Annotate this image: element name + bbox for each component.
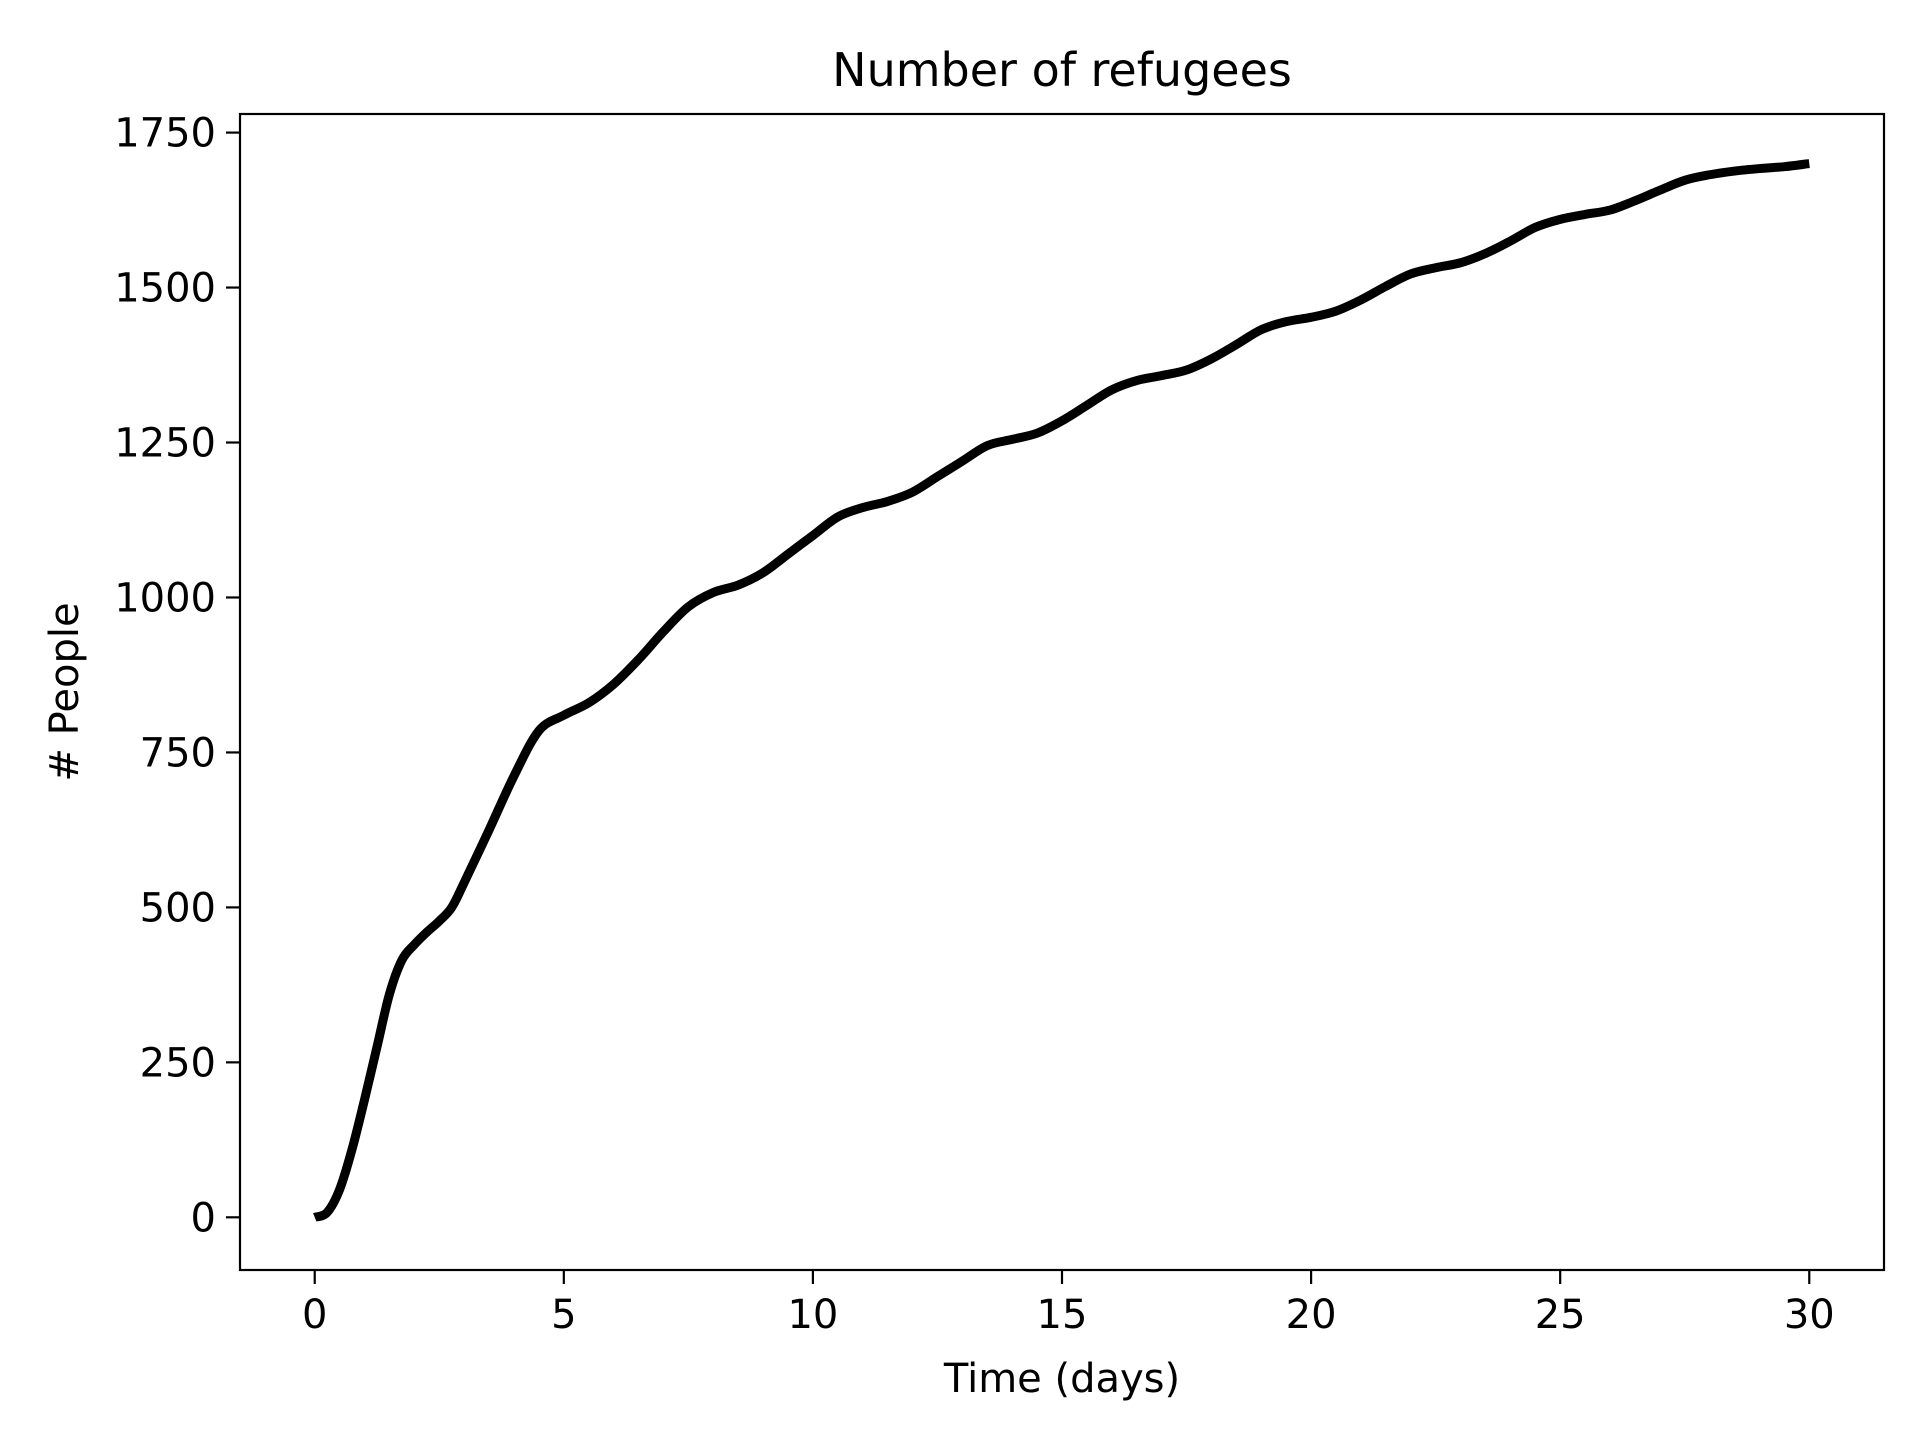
x-tick-label: 20: [1286, 1292, 1337, 1338]
y-tick-label: 0: [191, 1195, 216, 1241]
y-tick-label: 1000: [114, 575, 216, 621]
x-tick-label: 0: [302, 1292, 327, 1338]
x-tick-label: 25: [1535, 1292, 1586, 1338]
x-tick-label: 10: [787, 1292, 838, 1338]
y-axis-label: # People: [42, 602, 88, 781]
x-tick-label: 15: [1037, 1292, 1088, 1338]
chart-title: Number of refugees: [832, 43, 1292, 97]
y-tick-label: 250: [140, 1040, 216, 1086]
series-group: [313, 159, 1810, 1222]
series-line: [313, 159, 1810, 1222]
x-tick-label: 5: [551, 1292, 576, 1338]
y-tick-label: 500: [140, 885, 216, 931]
x-axis-label: Time (days): [943, 1356, 1180, 1402]
y-tick-label: 1500: [114, 266, 216, 312]
y-tick-label: 1750: [114, 111, 216, 157]
y-tick-label: 750: [140, 730, 216, 776]
y-tick-label: 1250: [114, 421, 216, 467]
y-axis: 0 250 500 750 1000 1250 1500 1750: [114, 111, 240, 1241]
x-tick-label: 30: [1784, 1292, 1835, 1338]
x-axis: 0 5 10 15 20 25 30: [302, 1270, 1835, 1338]
plot-frame: [238, 112, 1886, 1272]
